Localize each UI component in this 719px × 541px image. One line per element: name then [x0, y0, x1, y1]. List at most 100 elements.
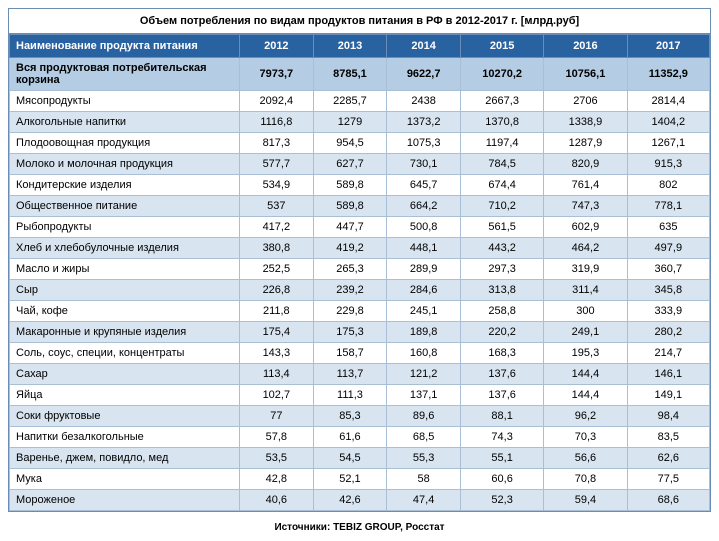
table-row-9-val-3: 313,8 — [460, 280, 543, 301]
table-row-8-val-3: 297,3 — [460, 259, 543, 280]
table-row-3: Молоко и молочная продукция577,7627,7730… — [10, 154, 710, 175]
table-row-6-val-0: 417,2 — [240, 217, 314, 238]
table-row-18-val-2: 58 — [387, 469, 461, 490]
table-row-3-val-4: 820,9 — [544, 154, 627, 175]
table-row-14-val-2: 137,1 — [387, 385, 461, 406]
source-text: Источники: TEBIZ GROUP, Росстат — [8, 512, 711, 533]
table-row-11-val-5: 280,2 — [627, 322, 709, 343]
table-row-6-val-4: 602,9 — [544, 217, 627, 238]
table-row-19: Мороженое40,642,647,452,359,468,6 — [10, 490, 710, 511]
table-row-12: Соль, соус, специи, концентраты143,3158,… — [10, 343, 710, 364]
table-row-13-label: Сахар — [10, 364, 240, 385]
table-row-16-val-0: 57,8 — [240, 427, 314, 448]
table-row-9-val-0: 226,8 — [240, 280, 314, 301]
table-row-11-val-4: 249,1 — [544, 322, 627, 343]
table-row-6: Рыбопродукты417,2447,7500,8561,5602,9635 — [10, 217, 710, 238]
total-row-label: Вся продуктовая потребительская корзина — [10, 58, 240, 91]
total-row-val-5: 11352,9 — [627, 58, 709, 91]
table-row-12-val-4: 195,3 — [544, 343, 627, 364]
table-row-11: Макаронные и крупяные изделия175,4175,31… — [10, 322, 710, 343]
table-row-3-val-2: 730,1 — [387, 154, 461, 175]
table-row-3-label: Молоко и молочная продукция — [10, 154, 240, 175]
table-row-15-val-1: 85,3 — [313, 406, 387, 427]
table-row-8-val-4: 319,9 — [544, 259, 627, 280]
table-row-5-val-5: 778,1 — [627, 196, 709, 217]
table-row-19-val-3: 52,3 — [460, 490, 543, 511]
table-row-12-val-3: 168,3 — [460, 343, 543, 364]
table-row-1-val-2: 1373,2 — [387, 112, 461, 133]
table-row-6-label: Рыбопродукты — [10, 217, 240, 238]
table-row-7-val-4: 464,2 — [544, 238, 627, 259]
table-row-19-label: Мороженое — [10, 490, 240, 511]
table-row-7-val-5: 497,9 — [627, 238, 709, 259]
table-row-6-val-5: 635 — [627, 217, 709, 238]
table-row-1-val-0: 1116,8 — [240, 112, 314, 133]
table-row-4: Кондитерские изделия534,9589,8645,7674,4… — [10, 175, 710, 196]
table-row-2: Плодоовощная продукция817,3954,51075,311… — [10, 133, 710, 154]
table-row-2-val-0: 817,3 — [240, 133, 314, 154]
table-row-15-val-2: 89,6 — [387, 406, 461, 427]
table-row-18-val-3: 60,6 — [460, 469, 543, 490]
table-row-10-val-5: 333,9 — [627, 301, 709, 322]
table-row-0: Мясопродукты2092,42285,724382667,3270628… — [10, 91, 710, 112]
table-row-10: Чай, кофе211,8229,8245,1258,8300333,9 — [10, 301, 710, 322]
table-row-11-val-3: 220,2 — [460, 322, 543, 343]
table-row-15-val-0: 77 — [240, 406, 314, 427]
table-row-14-val-1: 111,3 — [313, 385, 387, 406]
table-row-4-val-5: 802 — [627, 175, 709, 196]
table-row-15-val-3: 88,1 — [460, 406, 543, 427]
table-row-13: Сахар113,4113,7121,2137,6144,4146,1 — [10, 364, 710, 385]
table-row-16-val-2: 68,5 — [387, 427, 461, 448]
table-row-10-val-0: 211,8 — [240, 301, 314, 322]
table-row-16-val-3: 74,3 — [460, 427, 543, 448]
table-row-17-val-1: 54,5 — [313, 448, 387, 469]
table-row-9: Сыр226,8239,2284,6313,8311,4345,8 — [10, 280, 710, 301]
table-row-0-val-5: 2814,4 — [627, 91, 709, 112]
table-row-0-val-0: 2092,4 — [240, 91, 314, 112]
table-row-18-val-0: 42,8 — [240, 469, 314, 490]
table-row-4-val-3: 674,4 — [460, 175, 543, 196]
table-row-7-val-2: 448,1 — [387, 238, 461, 259]
header-year-4: 2016 — [544, 35, 627, 58]
table-row-15-val-5: 98,4 — [627, 406, 709, 427]
table-row-17-label: Варенье, джем, повидло, мед — [10, 448, 240, 469]
table-row-5-val-0: 537 — [240, 196, 314, 217]
total-row-val-3: 10270,2 — [460, 58, 543, 91]
table-row-2-val-4: 1287,9 — [544, 133, 627, 154]
table-row-19-val-4: 59,4 — [544, 490, 627, 511]
table-body: Вся продуктовая потребительская корзина 7… — [10, 58, 710, 511]
table-row-15-val-4: 96,2 — [544, 406, 627, 427]
table-row-3-val-3: 784,5 — [460, 154, 543, 175]
table-row-19-val-5: 68,6 — [627, 490, 709, 511]
table-row-8: Масло и жиры252,5265,3289,9297,3319,9360… — [10, 259, 710, 280]
table-row-18: Мука42,852,15860,670,877,5 — [10, 469, 710, 490]
table-row-0-val-3: 2667,3 — [460, 91, 543, 112]
table-row-7-label: Хлеб и хлебобулочные изделия — [10, 238, 240, 259]
table-row-16-label: Напитки безалкогольные — [10, 427, 240, 448]
table-row-5-val-1: 589,8 — [313, 196, 387, 217]
table-container: Объем потребления по видам продуктов пит… — [8, 8, 711, 512]
table-row-17-val-4: 56,6 — [544, 448, 627, 469]
table-row-7-val-0: 380,8 — [240, 238, 314, 259]
data-table: Наименование продукта питания 2012 2013 … — [9, 34, 710, 511]
header-year-1: 2013 — [313, 35, 387, 58]
header-name: Наименование продукта питания — [10, 35, 240, 58]
table-row-3-val-1: 627,7 — [313, 154, 387, 175]
table-row-9-val-2: 284,6 — [387, 280, 461, 301]
table-row-0-val-1: 2285,7 — [313, 91, 387, 112]
table-row-18-val-1: 52,1 — [313, 469, 387, 490]
table-row-17-val-3: 55,1 — [460, 448, 543, 469]
table-row-5-val-2: 664,2 — [387, 196, 461, 217]
table-row-0-val-2: 2438 — [387, 91, 461, 112]
table-row-18-val-4: 70,8 — [544, 469, 627, 490]
table-row-2-val-5: 1267,1 — [627, 133, 709, 154]
table-row-5-label: Общественное питание — [10, 196, 240, 217]
table-row-3-val-0: 577,7 — [240, 154, 314, 175]
table-row-10-val-4: 300 — [544, 301, 627, 322]
table-row-14-val-4: 144,4 — [544, 385, 627, 406]
table-row-13-val-1: 113,7 — [313, 364, 387, 385]
table-row-13-val-3: 137,6 — [460, 364, 543, 385]
table-row-16-val-4: 70,3 — [544, 427, 627, 448]
table-row-10-val-2: 245,1 — [387, 301, 461, 322]
table-row-15: Соки фруктовые7785,389,688,196,298,4 — [10, 406, 710, 427]
